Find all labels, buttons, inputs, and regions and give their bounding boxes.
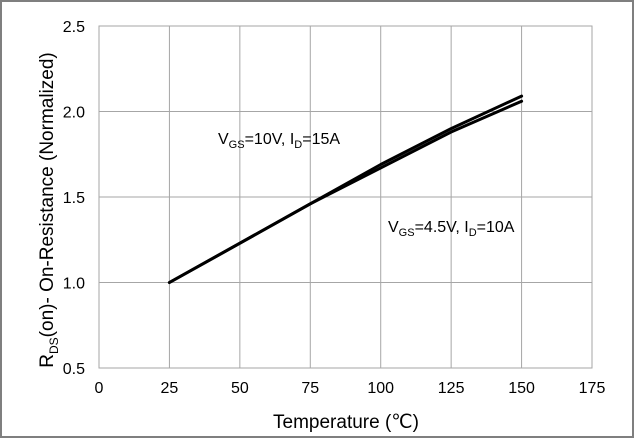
y-tick-label: 0.5	[63, 361, 85, 378]
y-tick-label: 1.5	[63, 190, 85, 207]
x-axis-title: Temperature (℃)	[273, 412, 419, 433]
x-tick-label: 25	[161, 380, 179, 397]
tick-labels: 0 25 50 75 100 125 150 175 2.5 2.0 1.5 1.0 0.5	[63, 19, 606, 397]
x-tick-label: 75	[301, 380, 319, 397]
annotation-vgs-10v: VGS=10V, ID=15A	[218, 131, 340, 151]
x-tick-label: 100	[367, 380, 394, 397]
annotation-vgs-4-5v: VGS=4.5V, ID=10A	[388, 219, 515, 239]
y-tick-label: 2.0	[63, 105, 85, 122]
x-tick-label: 125	[438, 380, 465, 397]
x-tick-label: 0	[95, 380, 104, 397]
x-tick-label: 150	[508, 380, 535, 397]
series-line-2	[167, 99, 524, 284]
y-axis-title: RDS(on)- On-Resistance (Normalized)	[37, 52, 61, 367]
y-tick-label: 2.5	[63, 19, 85, 36]
y-tick-label: 1.0	[63, 276, 85, 293]
x-tick-label: 50	[231, 380, 249, 397]
plot-area-border	[98, 25, 593, 369]
grid	[98, 25, 593, 369]
x-tick-label: 175	[579, 380, 606, 397]
series-lines	[167, 94, 524, 284]
